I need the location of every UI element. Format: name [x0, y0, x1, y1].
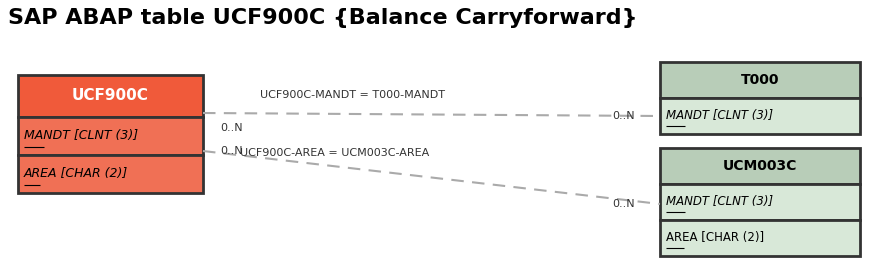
Bar	[660, 184, 860, 220]
Text: SAP ABAP table UCF900C {Balance Carryforward}: SAP ABAP table UCF900C {Balance Carryfor…	[8, 8, 637, 28]
Bar	[660, 98, 860, 134]
Text: MANDT [CLNT (3)]: MANDT [CLNT (3)]	[666, 195, 773, 208]
Text: 0..N: 0..N	[612, 111, 635, 121]
Text: AREA [CHAR (2)]: AREA [CHAR (2)]	[24, 167, 128, 180]
Text: UCF900C: UCF900C	[72, 89, 149, 104]
Text: AREA [CHAR (2)]: AREA [CHAR (2)]	[666, 231, 764, 244]
Text: UCF900C-MANDT = T000-MANDT: UCF900C-MANDT = T000-MANDT	[260, 90, 445, 100]
Text: 0..N: 0..N	[220, 123, 243, 133]
Bar	[660, 220, 860, 256]
Text: 0..N: 0..N	[612, 199, 635, 209]
Text: 0..N: 0..N	[220, 146, 243, 156]
Bar	[18, 75, 203, 117]
Bar	[660, 148, 860, 184]
Bar	[18, 117, 203, 155]
Bar	[18, 155, 203, 193]
Text: UCM003C: UCM003C	[723, 159, 797, 173]
Text: MANDT [CLNT (3)]: MANDT [CLNT (3)]	[24, 130, 138, 143]
Bar	[660, 62, 860, 98]
Text: UCF900C-AREA = UCM003C-AREA: UCF900C-AREA = UCM003C-AREA	[240, 148, 430, 158]
Text: T000: T000	[741, 73, 780, 87]
Text: MANDT [CLNT (3)]: MANDT [CLNT (3)]	[666, 109, 773, 122]
